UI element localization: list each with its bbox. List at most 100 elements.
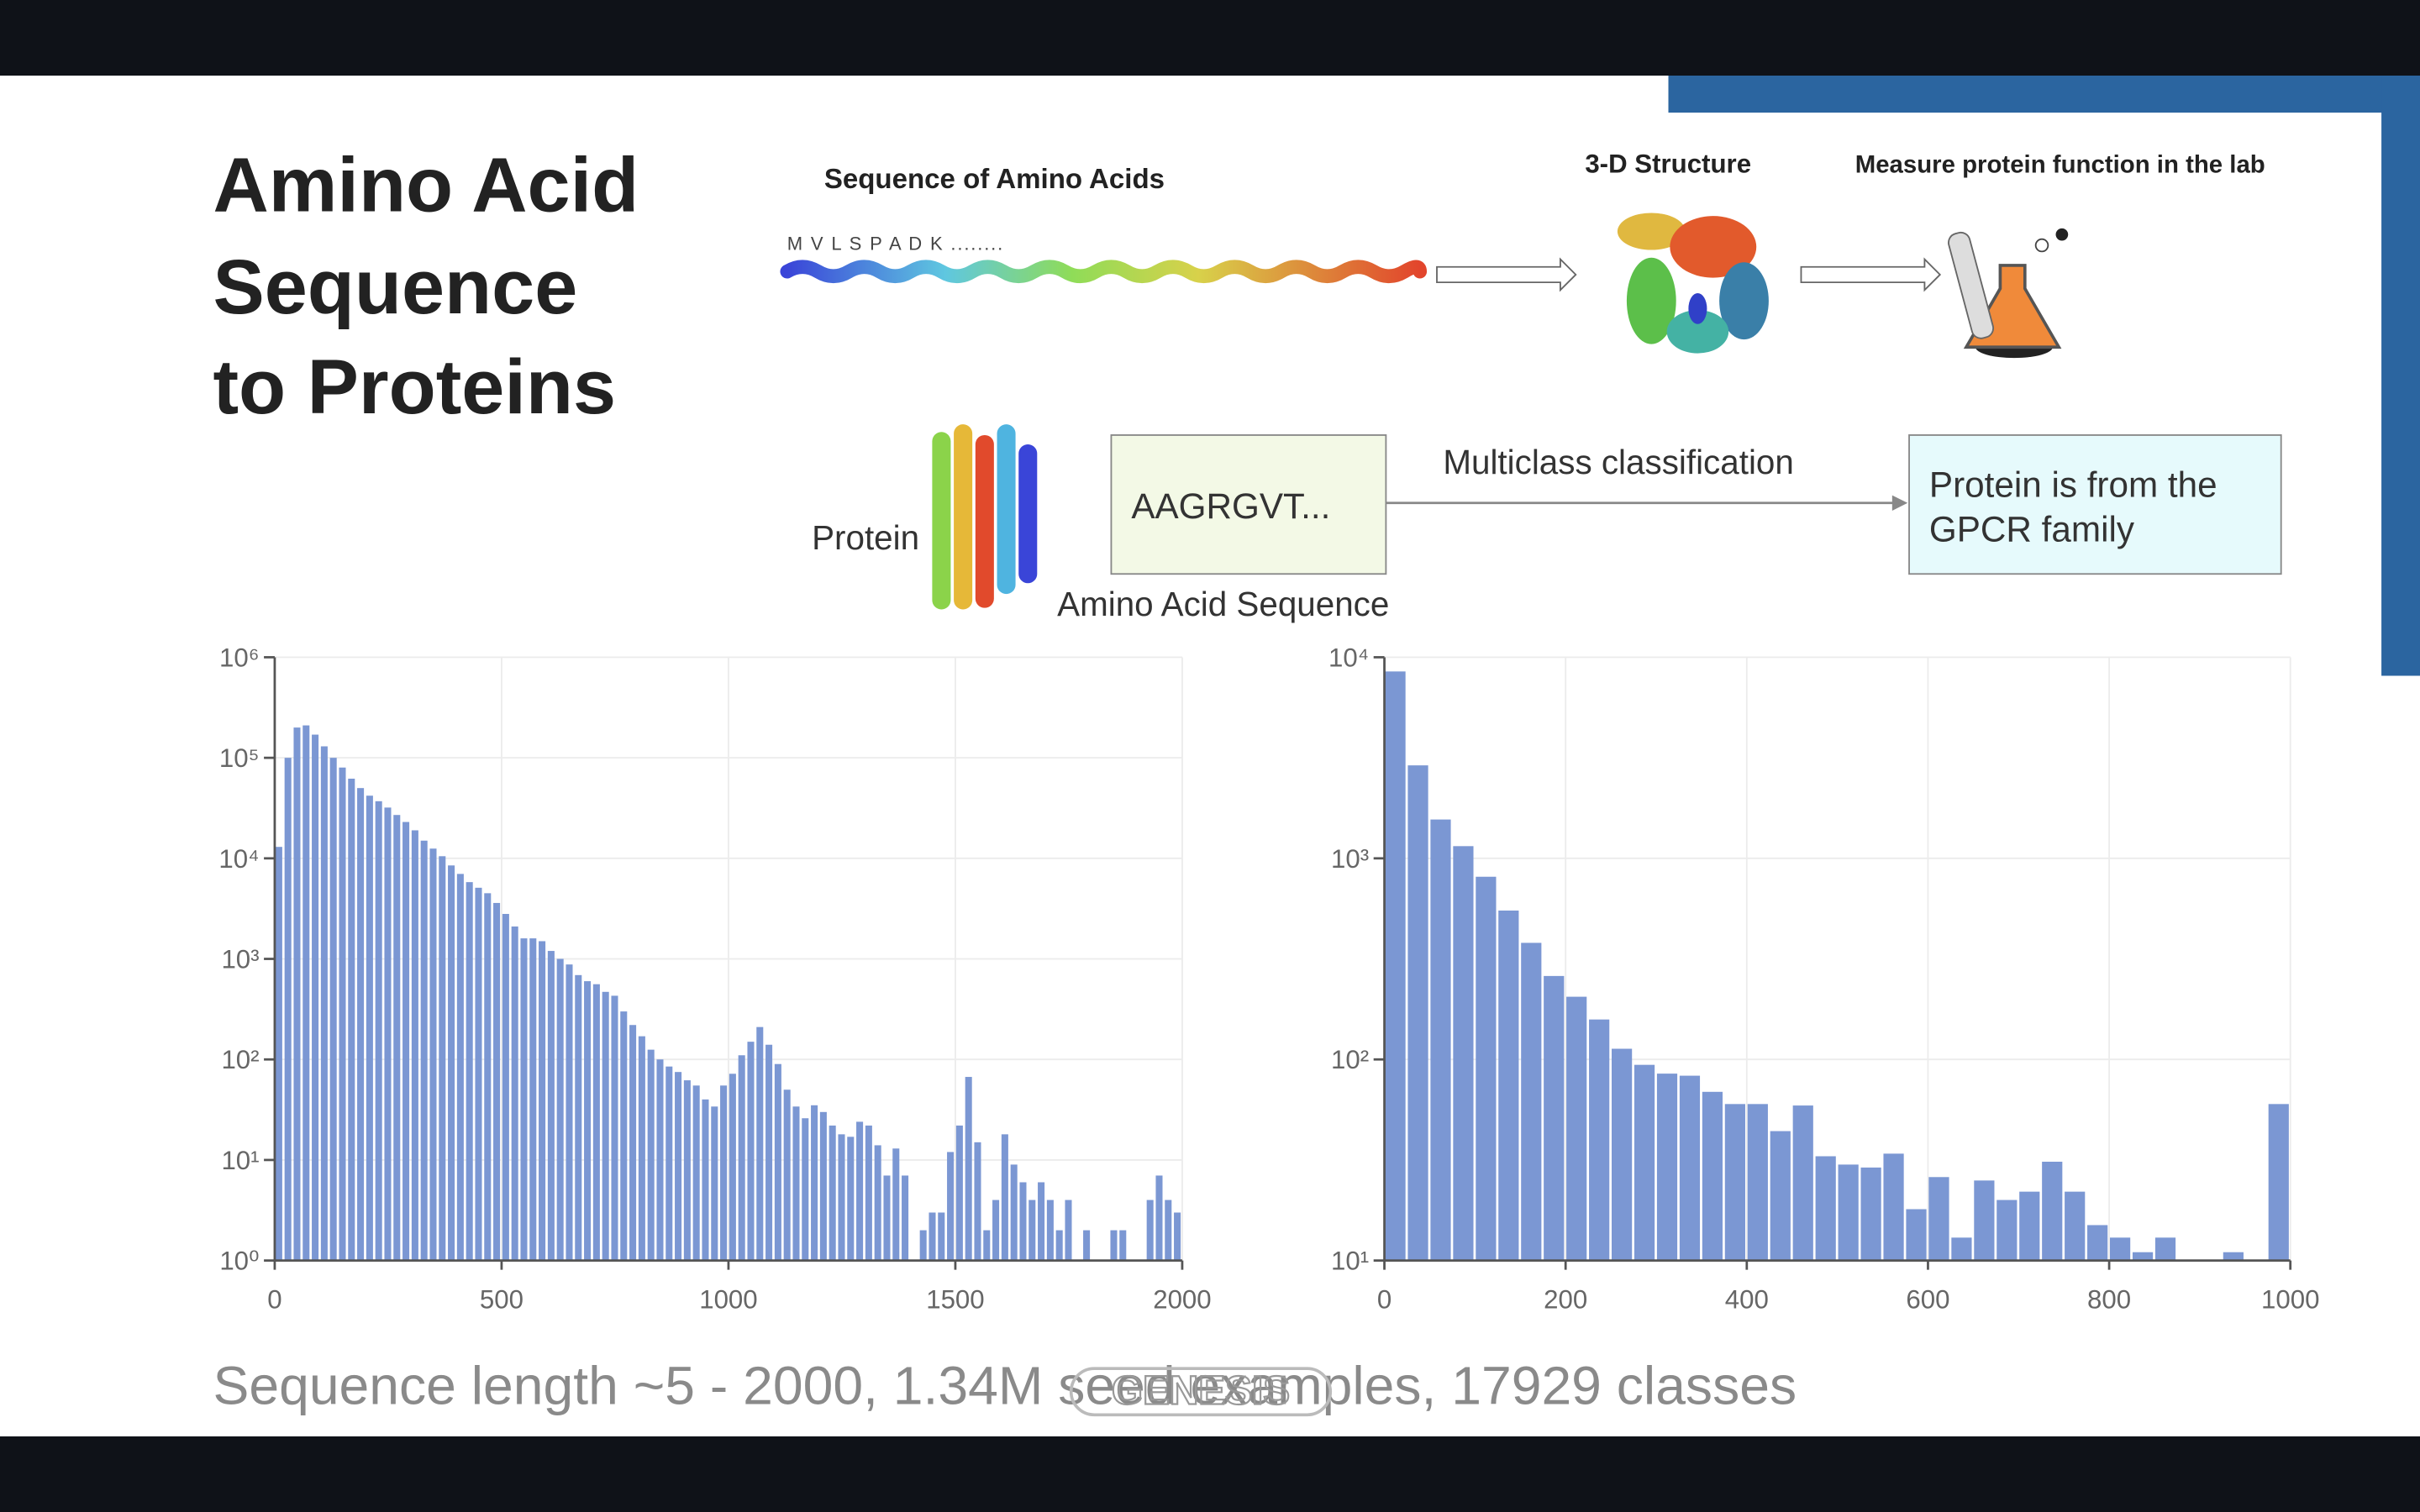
heading: Measure protein function in the lab <box>1855 151 2265 179</box>
x-tick-label: 1500 <box>926 1285 984 1315</box>
bar <box>429 848 437 1261</box>
output-box <box>1908 434 2282 575</box>
bar <box>1155 1175 1163 1261</box>
bar <box>1498 910 1519 1261</box>
bar <box>992 1200 1000 1261</box>
x-tick-label: 600 <box>1906 1285 1949 1315</box>
output-text: GPCR family <box>1929 510 2135 549</box>
bar <box>275 847 282 1261</box>
bar <box>511 926 518 1261</box>
bar <box>620 1011 628 1261</box>
bar <box>1792 1105 1813 1261</box>
x-tick-label: 800 <box>2087 1285 2131 1315</box>
task-label: Multiclass classification <box>1443 443 1794 481</box>
bar <box>2154 1237 2176 1261</box>
bar <box>348 778 355 1261</box>
x-tick-label: 200 <box>1544 1285 1587 1315</box>
bar <box>647 1049 655 1261</box>
y-tick-label: 10¹ <box>221 1146 259 1175</box>
bar <box>520 938 528 1261</box>
bar <box>656 1059 664 1261</box>
bottom-bar <box>0 1436 2420 1512</box>
bar <box>1838 1164 1859 1261</box>
bar <box>484 893 492 1261</box>
bar <box>611 995 618 1261</box>
bar <box>339 767 346 1261</box>
bar <box>592 984 600 1261</box>
amino-chain <box>780 260 1428 284</box>
bar <box>1544 975 1565 1261</box>
x-tick-label: 1000 <box>2261 1285 2319 1315</box>
bar <box>475 887 482 1261</box>
bar <box>466 882 473 1261</box>
x-tick-label: 0 <box>1377 1285 1392 1315</box>
bar <box>366 795 373 1261</box>
bar <box>2132 1252 2154 1261</box>
bar <box>539 941 546 1261</box>
bar <box>783 1089 791 1261</box>
bar <box>420 840 428 1261</box>
x-tick-label: 500 <box>480 1285 523 1315</box>
bar <box>874 1145 881 1261</box>
y-tick-label: 10⁴ <box>1328 643 1369 672</box>
bar <box>293 727 301 1261</box>
bar <box>1165 1200 1172 1261</box>
bar <box>1612 1048 1633 1261</box>
bar <box>1430 819 1451 1261</box>
bar <box>1046 1200 1054 1261</box>
arrow <box>1436 257 1577 292</box>
bar <box>584 981 592 1261</box>
bar <box>811 1105 818 1261</box>
y-tick-label: 10⁰ <box>219 1247 259 1276</box>
y-tick-label: 10¹ <box>1331 1247 1369 1276</box>
accent-strip <box>2381 76 2420 676</box>
bar <box>411 830 418 1261</box>
bar <box>819 1111 827 1261</box>
bar <box>892 1148 900 1261</box>
y-tick-label: 10⁵ <box>219 743 260 773</box>
bar <box>1385 671 1406 1261</box>
x-tick-label: 0 <box>267 1285 281 1315</box>
caption: Sequence length ~5 - 2000, 1.34M seed ex… <box>213 1355 1797 1415</box>
bar <box>575 974 582 1261</box>
bar <box>675 1072 682 1261</box>
bar <box>1119 1230 1127 1261</box>
bar <box>312 734 319 1261</box>
y-tick-label: 10² <box>221 1045 259 1074</box>
bar <box>2110 1237 2131 1261</box>
arrowhead <box>1891 495 1908 511</box>
bar <box>974 1142 981 1261</box>
lab-flask <box>1948 228 2069 359</box>
bar <box>729 1074 736 1261</box>
y-tick-label: 10³ <box>1331 844 1369 874</box>
bar <box>357 788 365 1261</box>
bar <box>1883 1153 1904 1261</box>
bar <box>1055 1230 1063 1261</box>
label: Protein <box>812 518 919 557</box>
bar <box>938 1212 945 1261</box>
bar <box>1407 765 1428 1261</box>
bar <box>375 801 382 1261</box>
bar <box>529 938 537 1261</box>
bar <box>1566 996 1587 1261</box>
bar <box>1770 1131 1791 1261</box>
bar <box>947 1152 955 1261</box>
bar <box>692 1085 700 1261</box>
bar <box>556 958 564 1261</box>
bar <box>2042 1161 2063 1261</box>
bar <box>1656 1074 1678 1261</box>
bar <box>493 902 501 1261</box>
bar <box>802 1118 809 1261</box>
slide-title: Sequence <box>213 244 577 330</box>
bar <box>1974 1180 1995 1261</box>
bar <box>747 1042 755 1261</box>
bar <box>402 822 410 1261</box>
bar <box>756 1026 764 1261</box>
bar <box>2087 1225 2108 1261</box>
sequence-text: M V L S P A D K ........ <box>787 234 1004 255</box>
bar <box>683 1080 691 1261</box>
bar <box>2065 1191 2086 1261</box>
